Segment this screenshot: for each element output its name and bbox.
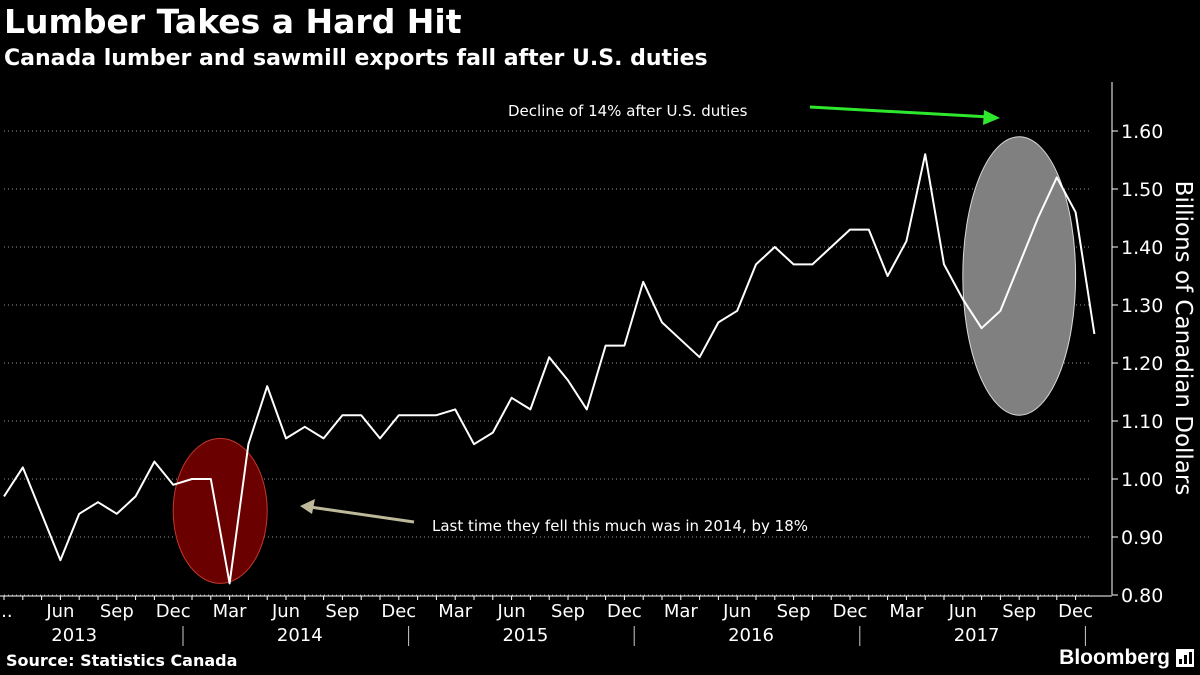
y-tick-label: 0.90 — [1121, 527, 1163, 549]
x-tick-label: Mar — [664, 601, 699, 622]
annotation-duties-arrow — [809, 105, 991, 119]
annotation-2014-arrowhead — [300, 499, 315, 514]
x-year-label: 2017 — [954, 625, 1000, 646]
y-axis-label: Billions of Canadian Dollars — [1170, 181, 1196, 496]
x-tick-label: Mar — [889, 601, 924, 622]
x-tick-label: Jun — [497, 601, 526, 622]
x-tick-label: Jun — [271, 601, 300, 622]
data-series — [3, 153, 1096, 585]
x-tick-label: Mar — [213, 601, 248, 622]
x-year-label: 2016 — [728, 625, 774, 646]
annotation-2014-text: Last time they fell this much was in 201… — [432, 517, 808, 535]
y-tick-label: 1.20 — [1121, 353, 1163, 375]
highlight-ellipses — [172, 136, 1077, 584]
x-tick-label: Sep — [1002, 601, 1036, 622]
y-tick-label: 1.40 — [1121, 237, 1163, 259]
x-tick-label: ... — [0, 601, 13, 622]
x-tick-label: Jun — [722, 601, 751, 622]
x-year-label: 2014 — [277, 625, 323, 646]
x-tick-label: Dec — [1058, 601, 1093, 622]
annotation-duties-text: Decline of 14% after U.S. duties — [508, 102, 748, 120]
gridlines — [4, 130, 1090, 596]
source-note: Source: Statistics Canada — [6, 651, 238, 670]
annotation-2014-arrow — [309, 505, 415, 524]
x-tick-label: Sep — [325, 601, 359, 622]
highlight-ellipse-2014 — [172, 437, 268, 584]
x-tick-label: Dec — [833, 601, 868, 622]
annotation-duties-arrowhead — [983, 110, 1000, 125]
x-tick-label: Mar — [438, 601, 473, 622]
y-tick-label: 1.60 — [1121, 121, 1163, 143]
x-tick-label: Sep — [551, 601, 585, 622]
x-tick-label: Jun — [948, 601, 977, 622]
bar-chart-icon — [1176, 649, 1194, 667]
x-axis: ... Jun Sep Dec Mar Jun Sep Dec Mar Jun Sep Dec Mar J… — [0, 595, 1112, 646]
chart-title: Lumber Takes a Hard Hit — [4, 2, 462, 41]
x-tick-label: Jun — [45, 601, 74, 622]
x-tick-label: Sep — [100, 601, 134, 622]
y-tick-label: 1.10 — [1121, 411, 1163, 433]
y-tick-label: 1.50 — [1121, 179, 1163, 201]
x-year-label: 2015 — [502, 625, 548, 646]
y-tick-label: 1.00 — [1121, 469, 1163, 491]
highlight-ellipse-duties — [962, 136, 1077, 416]
x-tick-label: Sep — [777, 601, 811, 622]
chart-subtitle: Canada lumber and sawmill exports fall a… — [4, 46, 708, 71]
x-year-label: 2013 — [51, 625, 97, 646]
x-tick-label: Dec — [381, 601, 416, 622]
y-tick-label: 1.30 — [1121, 295, 1163, 317]
x-tick-label: Dec — [607, 601, 642, 622]
annotations: Decline of 14% after U.S. duties Last tim… — [300, 102, 1000, 535]
brand-logo: Bloomberg — [1059, 646, 1170, 669]
x-tick-label: Dec — [156, 601, 191, 622]
series-line — [3, 153, 1096, 585]
y-tick-label: 0.80 — [1121, 585, 1163, 607]
y-axis: 0.80 0.90 1.00 1.10 1.20 1.30 1.40 1.50 1.60 Bill… — [1111, 82, 1196, 607]
